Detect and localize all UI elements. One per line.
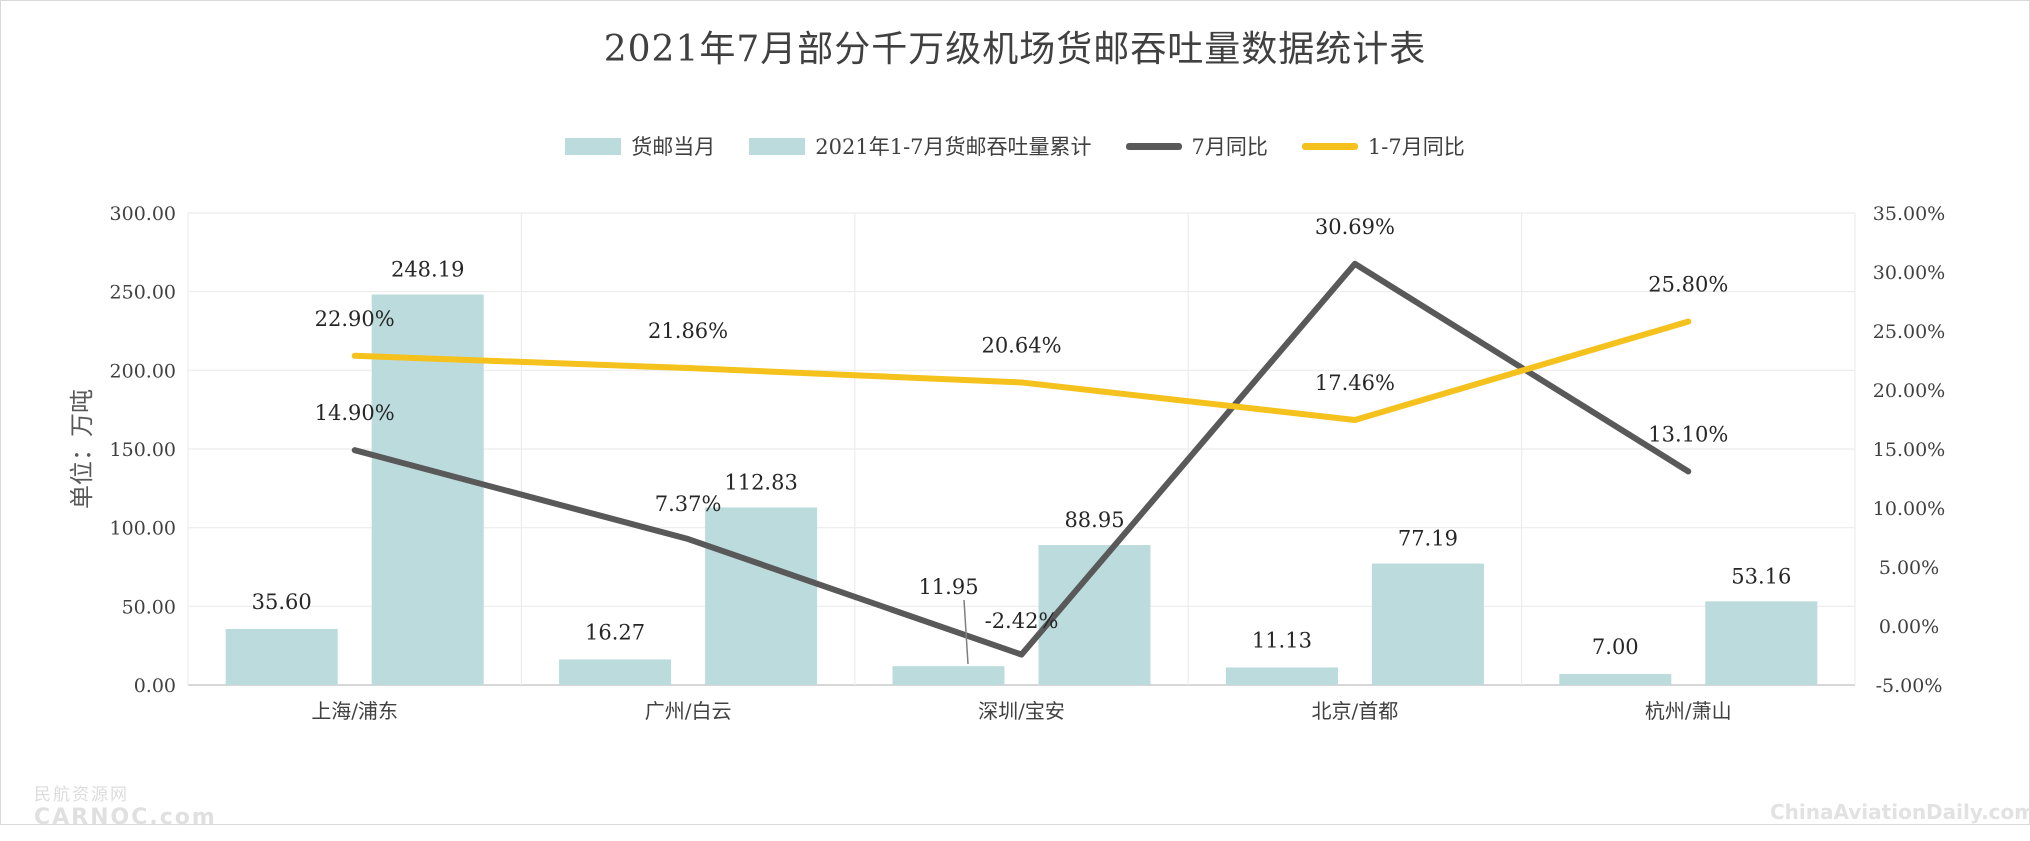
y-tick-label: 50.00: [122, 596, 176, 618]
y-tick-label: 200.00: [110, 360, 176, 382]
line-data-label: 17.46%: [1315, 371, 1395, 395]
legend-label-july-yoy: 7月同比: [1191, 135, 1268, 159]
bar-cumulative: [705, 507, 818, 685]
watermark-cn-text: 民航资源网: [34, 785, 129, 805]
series-line-ytd-yoy: [351, 318, 1692, 423]
y2-tick-label: -5.00%: [1876, 675, 1943, 697]
y-tick-label: 300.00: [110, 203, 176, 225]
bar-data-label: 88.95: [1064, 508, 1124, 532]
y-tick-label: 250.00: [110, 282, 176, 304]
carnoc-watermark: 民航资源网 CARNOC.com: [34, 780, 234, 830]
line-data-label: 30.69%: [1315, 215, 1395, 239]
line-data-label: 14.90%: [315, 401, 395, 425]
x-tick-label: 广州/白云: [645, 699, 732, 723]
line-data-label: 20.64%: [981, 333, 1061, 357]
bar-data-label: 77.19: [1398, 527, 1458, 551]
legend-swatch-july-yoy: [1125, 142, 1182, 150]
legend-swatch-cumulative: [749, 137, 806, 155]
y-axis-label: 单位：万吨: [68, 389, 96, 509]
chinaaviationdaily-watermark: ChinaAviationDaily.com: [1770, 800, 2030, 824]
bar-data-label: 11.13: [1252, 628, 1312, 652]
legend-label-ytd-yoy: 1-7月同比: [1367, 135, 1465, 159]
y2-tick-label: 20.00%: [1873, 380, 1945, 402]
bar-monthly: [225, 628, 338, 685]
bar-data-label: 35.60: [252, 590, 312, 614]
bar-monthly: [1559, 673, 1672, 685]
legend-item-monthly: 货邮当月: [565, 131, 715, 161]
y-tick-label: 150.00: [110, 439, 176, 461]
y2-tick-label: 0.00%: [1879, 616, 1939, 638]
bar-data-label: 11.95: [918, 575, 978, 599]
y2-tick-label: 5.00%: [1879, 557, 1939, 579]
y-tick-label: 100.00: [110, 518, 176, 540]
line-data-label: 21.86%: [648, 319, 728, 343]
label-leader-line: [963, 599, 969, 665]
legend-label-monthly: 货邮当月: [631, 135, 716, 159]
legend-item-cumulative: 2021年1-7月货邮吞吐量累计: [749, 131, 1092, 161]
bar-cumulative: [371, 294, 484, 685]
legend-item-july-yoy: 7月同比: [1125, 131, 1268, 161]
x-tick-label: 杭州/萧山: [1645, 699, 1732, 723]
x-tick-label: 深圳/宝安: [978, 699, 1065, 723]
bar-data-label: 7.00: [1592, 635, 1639, 659]
legend-label-cumulative: 2021年1-7月货邮吞吐量累计: [815, 135, 1092, 159]
bar-monthly: [892, 666, 1005, 685]
bar-monthly: [1225, 667, 1338, 685]
bar-data-label: 16.27: [585, 620, 645, 644]
y2-tick-label: 25.00%: [1873, 321, 1945, 343]
legend-swatch-monthly: [565, 137, 622, 155]
bar-data-label: 53.16: [1731, 564, 1791, 588]
bar-data-label: 112.83: [724, 470, 797, 494]
line-data-label: 22.90%: [315, 307, 395, 331]
bar-data-label: 248.19: [391, 258, 464, 282]
y2-tick-label: 10.00%: [1873, 498, 1945, 520]
legend-item-ytd-yoy: 1-7月同比: [1301, 131, 1465, 161]
series-line-july-yoy: [351, 260, 1692, 658]
y2-tick-label: 35.00%: [1873, 203, 1945, 225]
bar-cumulative: [1371, 563, 1484, 685]
chart-title: 2021年7月部分千万级机场货邮吞吐量数据统计表: [603, 29, 1427, 70]
line-data-label: -2.42%: [985, 609, 1059, 633]
x-tick-label: 上海/浦东: [311, 699, 398, 723]
watermark-en-text: CARNOC.com: [34, 805, 217, 830]
line-data-label: 7.37%: [655, 492, 722, 516]
line-data-label: 13.10%: [1648, 422, 1728, 446]
legend-swatch-ytd-yoy: [1301, 142, 1358, 150]
y2-tick-label: 30.00%: [1873, 262, 1945, 284]
bar-cumulative: [1705, 601, 1818, 685]
line-data-label: 25.80%: [1648, 273, 1728, 297]
x-tick-label: 北京/首都: [1312, 699, 1399, 723]
legend: 货邮当月 2021年1-7月货邮吞吐量累计 7月同比 1-7月同比: [0, 128, 2030, 164]
y2-tick-label: 15.00%: [1873, 439, 1945, 461]
y-tick-label: 0.00: [134, 675, 176, 697]
bar-monthly: [559, 659, 672, 685]
